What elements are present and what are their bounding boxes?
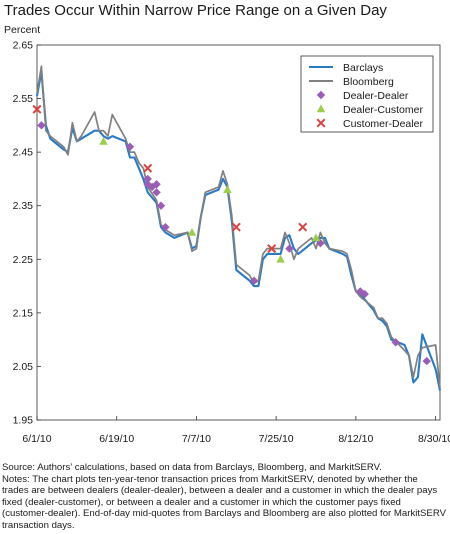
legend-label-barclays: Barclays [343,62,383,74]
chart-title: Trades Occur Within Narrow Price Range o… [4,2,387,19]
series-line-bloomberg [36,65,441,388]
x-tick-label: 7/25/10 [259,433,294,445]
data-point-dealer-dealer [360,289,369,299]
data-point-dealer-dealer [125,142,135,151]
data-point-customer-dealer [267,244,277,254]
data-point-customer-dealer [298,222,308,232]
data-point-dealer-dealer [249,276,259,285]
methodology-note: Notes: The chart plots ten-year-tenor tr… [2,473,446,531]
y-tick-label: 2.35 [13,200,34,212]
data-point-dealer-dealer [161,222,170,232]
line-chart: 1.95 2.05 2.15 2.25 2.35 2.45 2.55 2.65 6/1/10 6/… [13,40,450,446]
y-tick-label: 2.05 [13,361,34,373]
legend: Barclays Bloomberg Dealer-Dealer Dealer-Cus… [300,55,434,133]
data-point-dealer-dealer [37,121,46,130]
y-tick-label: 2.55 [13,93,34,105]
x-tick-label: 8/30/10 [418,433,450,445]
y-tick-label: 2.25 [13,254,34,266]
legend-swatch-dealer-dealer [316,90,326,100]
legend-label-dealer-customer: Dealer-Customer [343,104,423,116]
series-markers-dealer-customer [99,136,321,263]
x-tick-label: 6/19/10 [99,433,134,445]
data-point-dealer-customer [187,228,197,236]
y-tick-label: 2.45 [13,147,34,159]
chart-footnotes: Source: Authors’ calculations, based on … [2,462,446,531]
y-axis-unit-label: Percent [4,24,41,36]
source-note: Source: Authors’ calculations, based on … [2,462,382,473]
data-point-dealer-dealer [152,180,161,189]
legend-label-customer-dealer: Customer-Dealer [343,118,423,130]
plot-frame [36,44,441,421]
x-tick-label: 6/1/10 [22,433,51,445]
y-tick-label: 2.65 [13,40,34,52]
y-tick-label: 1.95 [13,415,34,427]
legend-label-bloomberg: Bloomberg [343,76,394,88]
data-point-dealer-dealer [422,356,431,366]
x-tick-label: 8/12/10 [338,433,373,445]
x-tick-label: 7/7/10 [182,433,211,445]
data-point-dealer-dealer [391,338,400,347]
data-point-dealer-customer [99,136,108,145]
data-point-dealer-dealer [285,244,294,253]
data-point-dealer-dealer [152,188,161,197]
data-point-dealer-customer [311,233,321,242]
series-markers-dealer-dealer [37,121,431,366]
y-tick-label: 2.15 [13,307,34,319]
data-point-customer-dealer [231,222,241,232]
data-point-dealer-customer [276,254,285,263]
legend-label-dealer-dealer: Dealer-Dealer [343,90,409,102]
data-point-customer-dealer [143,163,153,173]
data-point-dealer-dealer [143,174,152,184]
data-point-dealer-dealer [156,201,166,210]
legend-swatch-customer-dealer [316,118,326,128]
data-point-customer-dealer [32,104,42,114]
series-markers-customer-dealer [32,104,308,254]
legend-swatch-dealer-customer [316,104,326,113]
data-point-dealer-customer [223,185,232,193]
